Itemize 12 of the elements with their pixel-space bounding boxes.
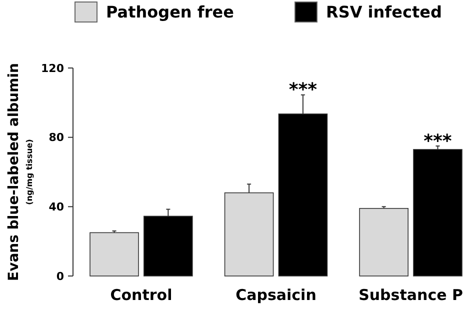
- y-tick-label: 40: [48, 200, 64, 214]
- annotation: ***: [424, 130, 452, 152]
- annotation: ***: [288, 80, 318, 101]
- x-tick-label: Substance P: [358, 286, 463, 304]
- legend-label: RSV infected: [326, 2, 442, 22]
- legend-label: Pathogen free: [106, 2, 234, 22]
- y-tick-label: 120: [41, 62, 64, 75]
- y-tick-label: 0: [56, 270, 64, 283]
- x-tick-label: Control: [110, 286, 172, 304]
- x-tick-label: Capsaicin: [236, 286, 316, 304]
- y-axis-title: Evans blue-labeled albumin (ng/mg tissue): [6, 63, 34, 281]
- y-tick-label: 80: [48, 131, 64, 144]
